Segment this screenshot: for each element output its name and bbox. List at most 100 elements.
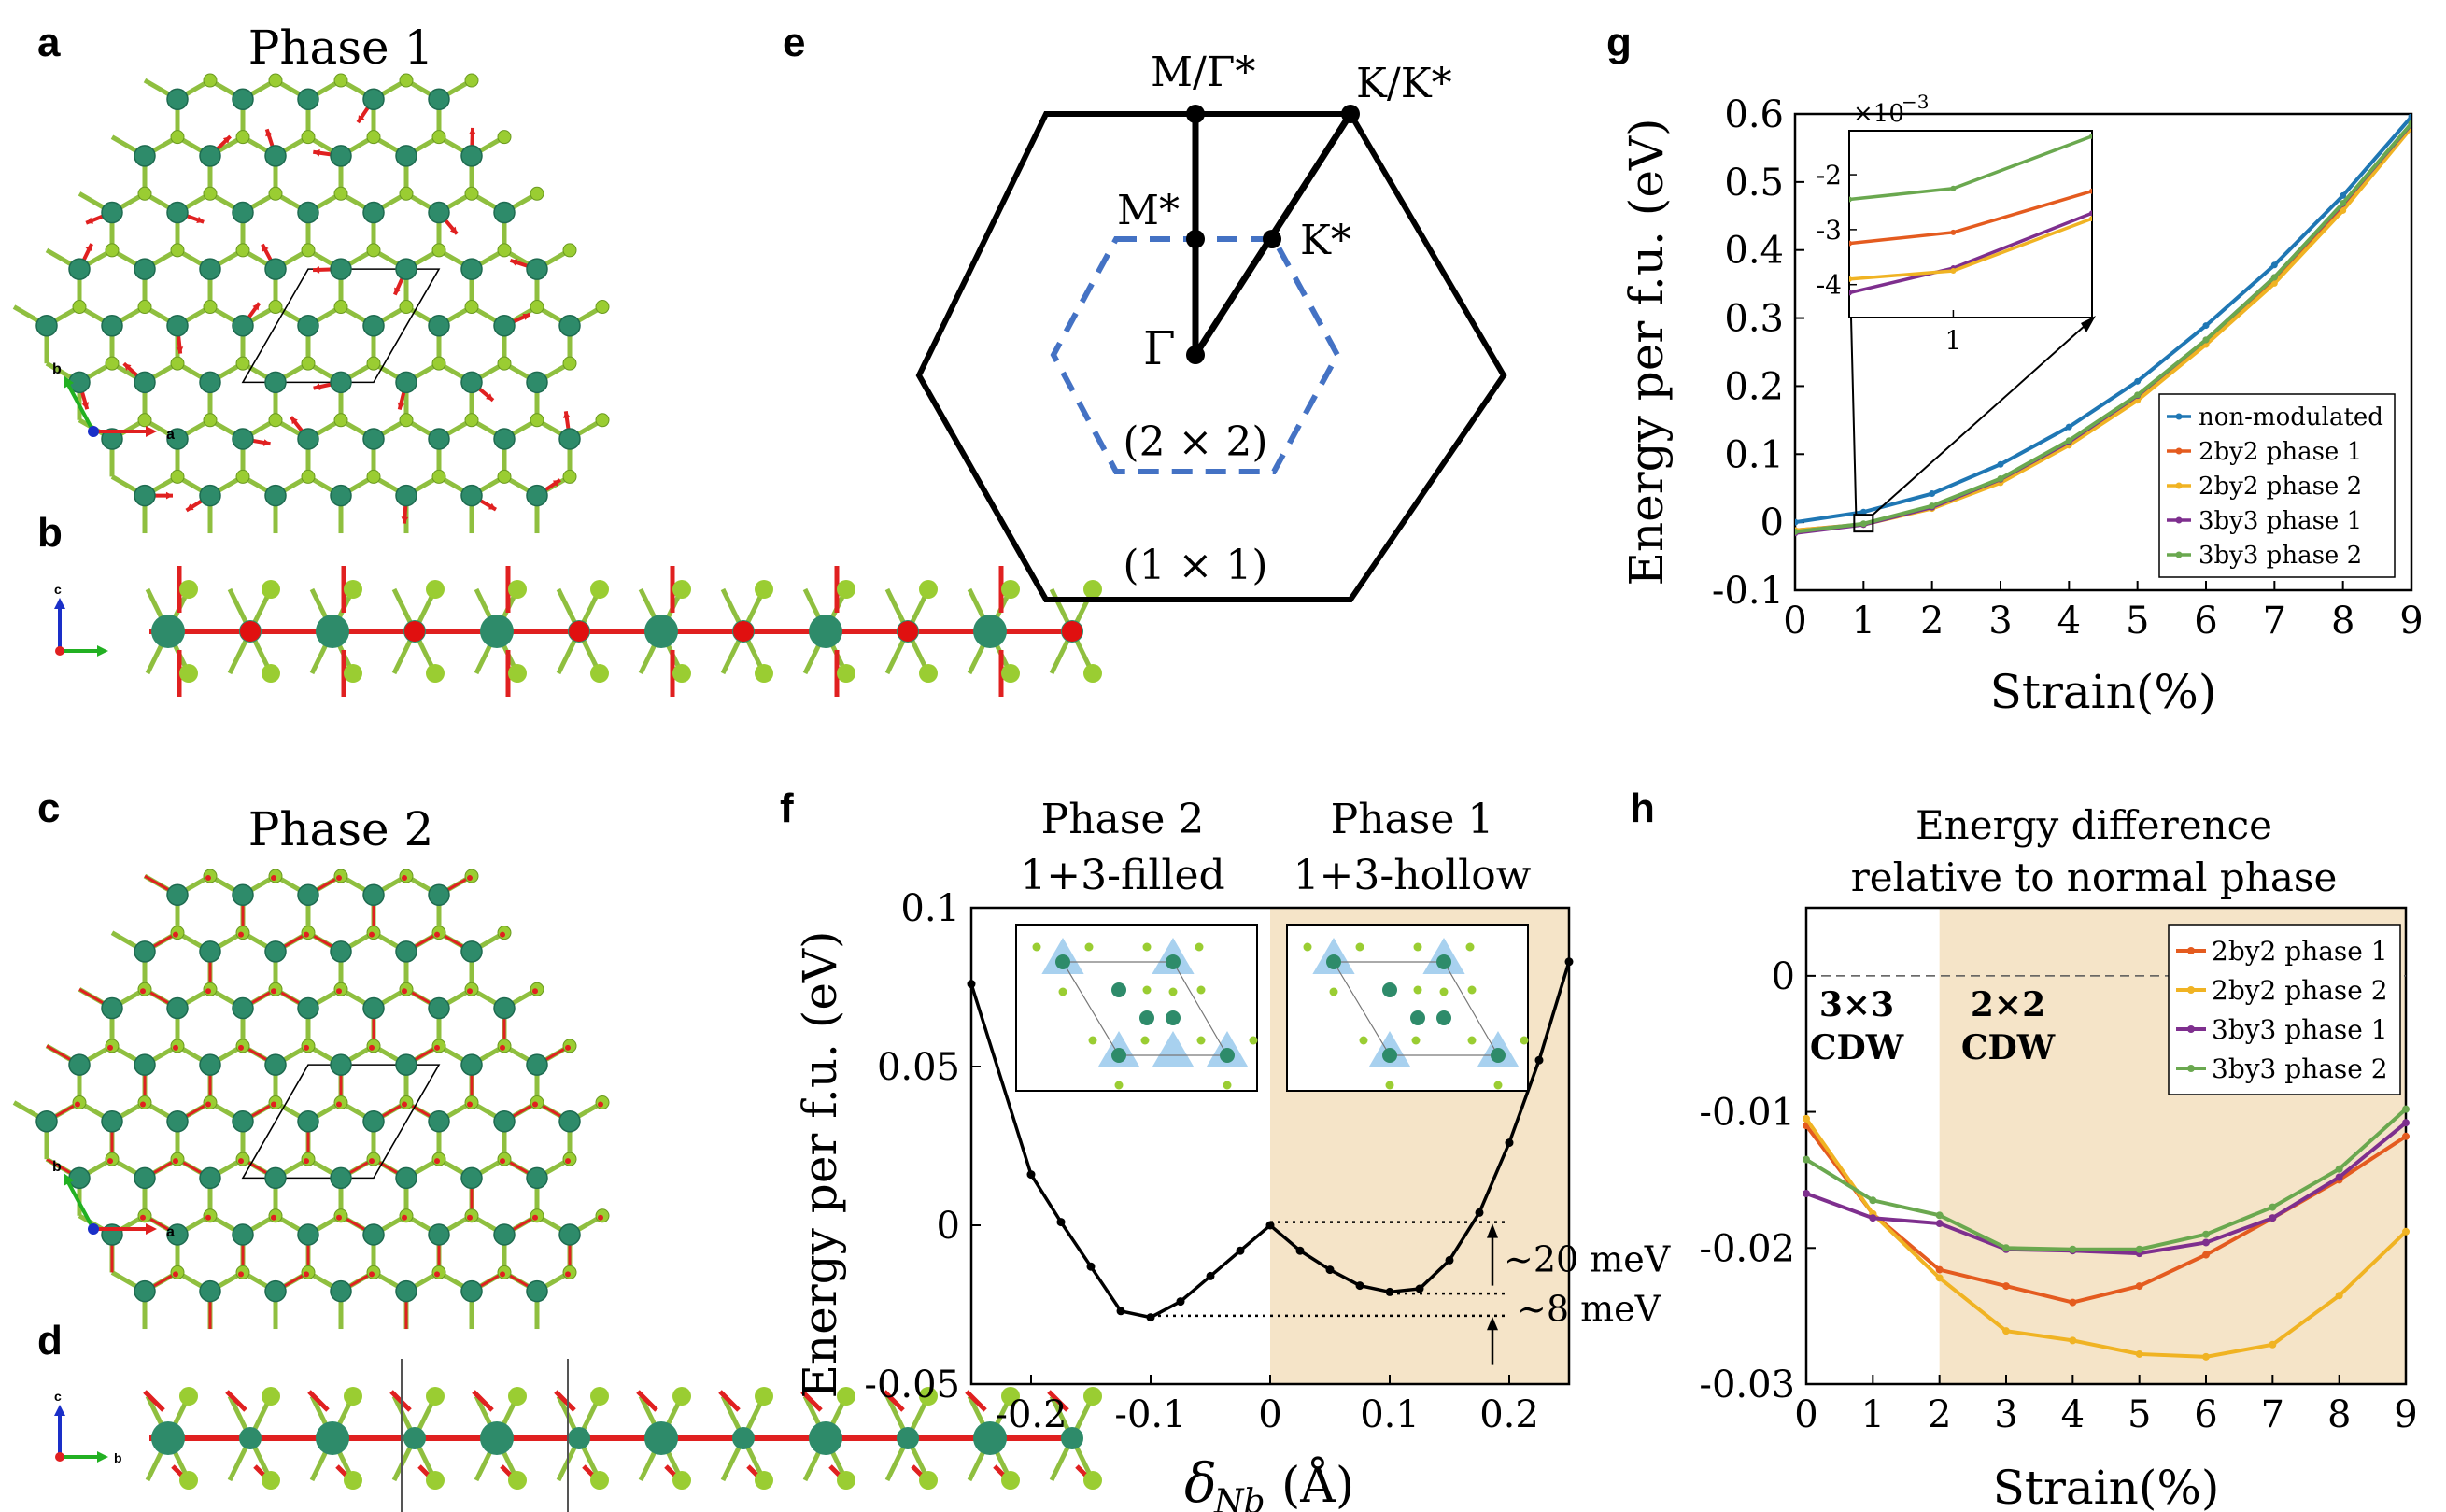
- h-legend-marker-3: [2187, 1065, 2195, 1072]
- g-point-0: [1795, 518, 1799, 526]
- nb-atom: [68, 1166, 91, 1190]
- axis-label-c-d: c: [54, 1389, 62, 1404]
- nb-atom: [134, 145, 156, 167]
- nb-atom-side: [480, 1421, 514, 1455]
- displacement-arrowhead: [563, 411, 571, 418]
- nb-atom: [297, 201, 319, 224]
- nb-atom: [330, 1053, 352, 1076]
- bz-label-1x1: (1 × 1): [1123, 542, 1267, 589]
- f-inset-nb-atom: [1410, 1010, 1425, 1025]
- g-point-0: [2134, 377, 2142, 385]
- f-inset-se-atom: [1223, 1081, 1232, 1090]
- se-atom: [72, 300, 87, 315]
- panel-letter-g: g: [1606, 20, 1632, 65]
- se-atom-side: [1083, 664, 1102, 683]
- se-atom-displacement: [369, 1158, 375, 1165]
- nb-atom-displaced: [569, 621, 589, 642]
- h-point-2: [2202, 1238, 2210, 1247]
- nb-atom: [297, 88, 319, 111]
- se-atom-side: [262, 664, 280, 683]
- nb-atom: [297, 1110, 319, 1133]
- f-point: [1026, 1170, 1036, 1180]
- g-xtick-label: 6: [2194, 600, 2217, 643]
- se-atom-side: [426, 664, 445, 683]
- se-atom-displacement: [336, 875, 342, 882]
- se-atom-displacement: [402, 1101, 407, 1108]
- nb-atom: [526, 1279, 548, 1303]
- displacement-arrowhead: [186, 503, 194, 511]
- g-point-0: [1997, 460, 2004, 468]
- g-legend-marker-0: [2175, 413, 2183, 420]
- displacement-arrowhead: [449, 226, 458, 234]
- se-atom: [399, 73, 414, 88]
- nb-atom: [264, 1166, 287, 1190]
- displacement-arrowhead: [86, 217, 94, 224]
- h-point-1: [2269, 1340, 2277, 1349]
- displacement-arrowhead: [552, 479, 560, 487]
- se-atom: [530, 413, 544, 428]
- f-xlabel-unit: (Å): [1281, 1456, 1354, 1512]
- nb-atom-side: [403, 1427, 426, 1449]
- g-xtick-label: 2: [1920, 600, 1944, 643]
- f-arrowhead-8mev: [1487, 1316, 1498, 1331]
- nb-atom: [232, 1223, 254, 1246]
- nb-atom: [264, 484, 287, 507]
- g-ytick-label: 0.5: [1724, 162, 1784, 205]
- f-inset-se-atom: [1439, 987, 1449, 996]
- h-point-3: [2135, 1245, 2143, 1253]
- nb-atom: [362, 428, 385, 450]
- nb-atom: [395, 484, 417, 507]
- h-point-2: [2269, 1214, 2277, 1222]
- f-point: [1564, 957, 1574, 967]
- h-point-3: [2335, 1165, 2343, 1173]
- nb-atom-side: [480, 615, 514, 648]
- axis-label-b: b: [52, 361, 62, 377]
- bz-point-m-gamma: [1186, 105, 1205, 123]
- g-zoom-box: [1853, 514, 1874, 533]
- se-atom: [595, 413, 610, 428]
- se-atom-displacement: [271, 875, 276, 882]
- side-arrow: [225, 1390, 247, 1412]
- se-atom: [137, 300, 152, 315]
- nb-atom: [428, 883, 450, 907]
- f-inset-se-atom: [1359, 1036, 1368, 1045]
- g-point-0: [2340, 191, 2347, 199]
- phase1-title: Phase 1: [248, 21, 434, 75]
- nb-atom: [134, 258, 156, 280]
- nb-atom: [134, 940, 156, 963]
- h-point-3: [1803, 1155, 1810, 1164]
- h-xlabel: Strain(%): [1993, 1461, 2220, 1512]
- g-inset-xtick-label: 1: [1945, 325, 1962, 356]
- bz-label-gamma: Γ: [1143, 321, 1176, 375]
- g-legend-marker-2: [2175, 482, 2183, 489]
- se-atom: [497, 356, 512, 371]
- g-point-4: [1859, 520, 1867, 528]
- se-atom-displacement: [369, 1271, 375, 1278]
- nb-atom: [68, 258, 91, 280]
- g-point-4: [2202, 336, 2210, 344]
- g-inset-point-1: [1849, 240, 1852, 247]
- g-xtick-label: 5: [2126, 600, 2149, 643]
- f-inset-nb-atom: [1055, 954, 1070, 969]
- h-legend-marker-1: [2187, 986, 2195, 994]
- nb-atom: [362, 1110, 385, 1133]
- nb-atom: [166, 1223, 189, 1246]
- bz-label-k-kstar: K/K*: [1356, 60, 1452, 107]
- nb-atom: [297, 315, 319, 337]
- se-atom: [268, 73, 283, 88]
- se-atom-side: [1083, 580, 1102, 599]
- h-xtick-label: 4: [2061, 1393, 2085, 1436]
- se-atom-side: [1001, 1471, 1020, 1490]
- f-inset-nb-atom: [1491, 1048, 1506, 1063]
- se-atom-displacement: [369, 1044, 375, 1051]
- g-ytick-label: 0: [1760, 502, 1784, 544]
- nb-atom-side: [809, 1421, 842, 1455]
- f-point: [1116, 1307, 1125, 1316]
- se-atom-displacement: [565, 1044, 571, 1051]
- nb-atom-side: [151, 615, 185, 648]
- se-atom-displacement: [271, 988, 276, 995]
- f-inset-se-atom: [1032, 942, 1041, 952]
- h-title-line2: relative to normal phase: [1851, 855, 2338, 900]
- plot-frame: [1793, 112, 2413, 592]
